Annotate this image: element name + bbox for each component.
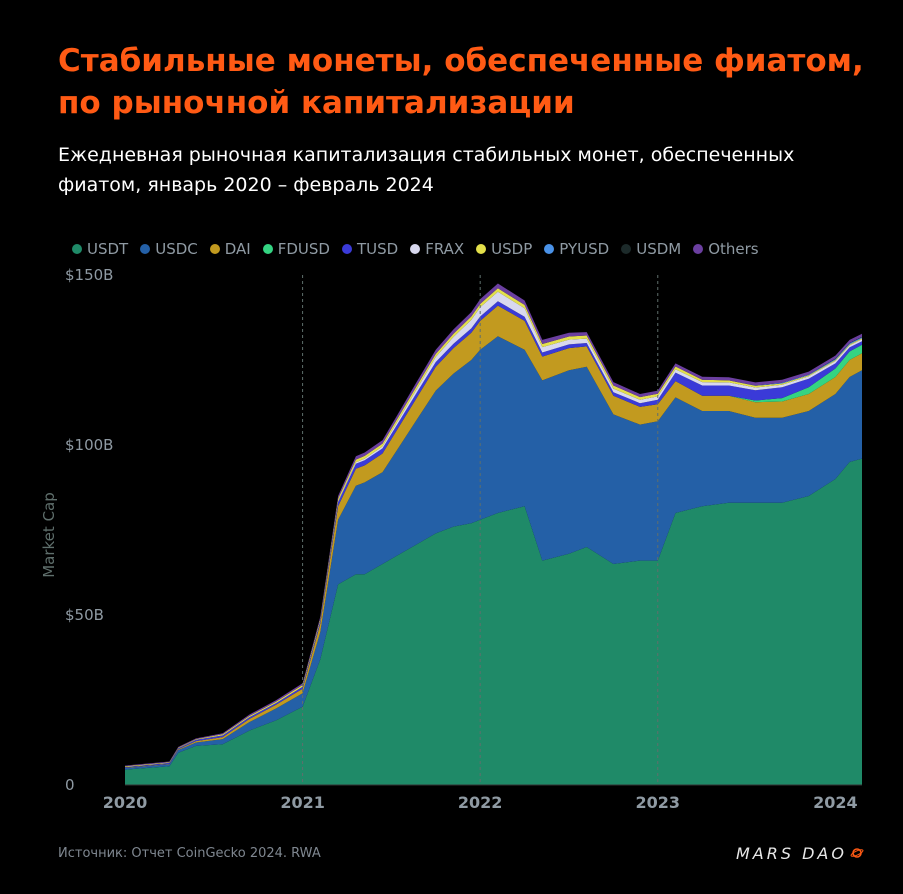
legend-item-others: Others [693, 240, 759, 258]
legend-item-frax: FRAX [410, 240, 464, 258]
legend-label: USDP [491, 240, 533, 258]
source-note: Источник: Отчет CoinGecko 2024. RWA [58, 846, 321, 861]
legend-swatch [693, 244, 704, 254]
legend-item-usdp: USDP [476, 240, 532, 258]
legend-label: USDT [87, 240, 129, 258]
y-axis-label: Market Cap [40, 492, 58, 578]
area-series-usdc [125, 336, 862, 770]
legend-swatch [621, 244, 632, 254]
y-tick-label: $50B [65, 606, 104, 624]
chart-title: Стабильные монеты, обеспеченные фиатом, … [58, 43, 864, 121]
legend-item-usdm: USDM [621, 240, 681, 258]
legend-item-dai: DAI [209, 240, 251, 258]
legend-item-tusd: TUSD [341, 240, 399, 258]
area-series-usdt [125, 458, 862, 785]
legend-label: USDC [155, 240, 198, 258]
legend-label: PYUSD [559, 240, 610, 258]
y-tick-label: 0 [65, 776, 75, 794]
legend-swatch [72, 244, 82, 254]
legend-item-fdusd: FDUSD [262, 240, 330, 258]
legend-swatch [262, 244, 273, 254]
legend-swatch [209, 244, 220, 254]
chart-subtitle: Ежедневная рыночная капитализация стабил… [58, 144, 795, 196]
x-tick-label: 2022 [458, 793, 503, 812]
legend-item-usdc: USDC [140, 240, 198, 258]
legend-swatch [476, 244, 487, 254]
legend-label: USDM [636, 240, 682, 258]
brand-logo-text: MARS DAO [736, 844, 847, 863]
x-tick-label: 2024 [813, 793, 858, 812]
legend-label: FDUSD [277, 240, 330, 258]
legend-label: DAI [224, 240, 251, 258]
x-tick-label: 2023 [636, 793, 681, 812]
legend-swatch [341, 244, 352, 254]
legend-swatch [140, 244, 151, 254]
legend-label: TUSD [356, 240, 399, 258]
legend-label: Others [708, 240, 759, 258]
chart-legend: USDT USDC DAI FDUSD TUSD FRAX USDP PYUSD USDM Oth… [72, 238, 771, 260]
y-tick-label: $100B [65, 436, 113, 454]
legend-label: FRAX [425, 240, 465, 258]
legend-swatch [410, 244, 421, 254]
x-tick-label: 2020 [103, 793, 148, 812]
x-tick-label: 2021 [280, 793, 325, 812]
legend-item-pyusd: PYUSD [544, 240, 609, 258]
legend-item-usdt: USDT [72, 240, 128, 258]
brand-planet-icon [850, 848, 864, 858]
legend-swatch [544, 244, 555, 254]
y-tick-label: $150B [65, 266, 113, 284]
